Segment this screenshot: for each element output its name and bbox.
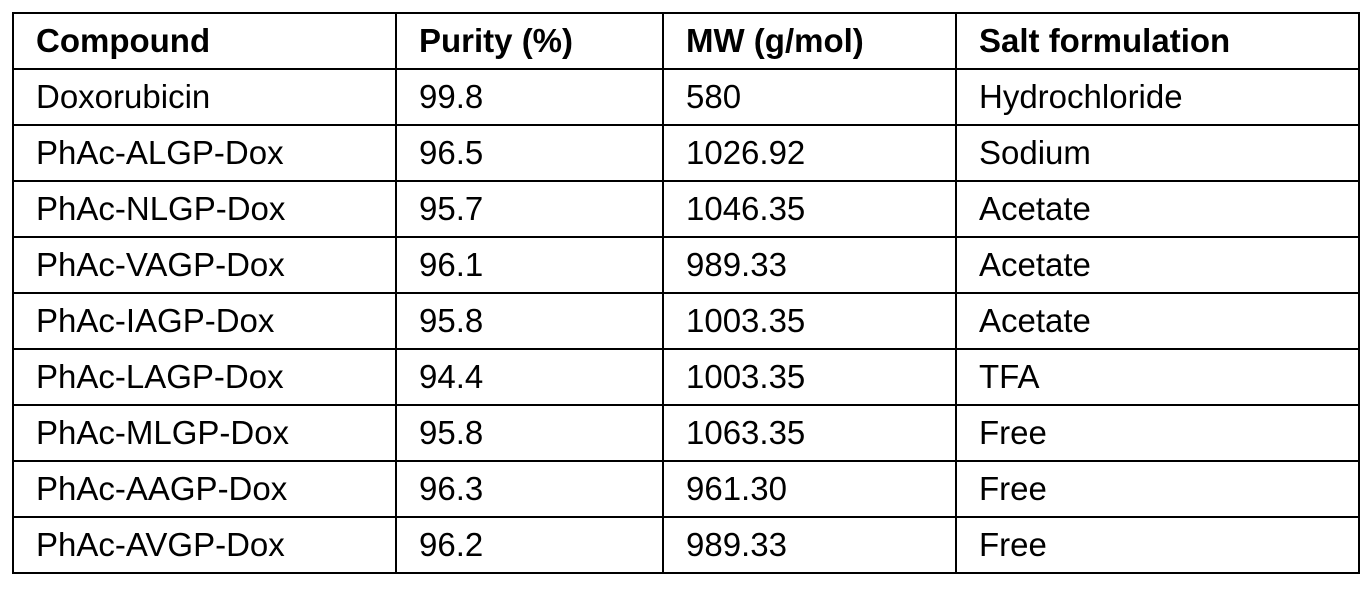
- table-cell: PhAc-VAGP-Dox: [13, 237, 396, 293]
- table-cell: Doxorubicin: [13, 69, 396, 125]
- table-row: PhAc-IAGP-Dox95.81003.35Acetate: [13, 293, 1359, 349]
- header-cell: Compound: [13, 13, 396, 69]
- table-cell: 1003.35: [663, 293, 956, 349]
- table-cell: PhAc-LAGP-Dox: [13, 349, 396, 405]
- table-cell: 94.4: [396, 349, 663, 405]
- table-cell: 580: [663, 69, 956, 125]
- table-cell: 961.30: [663, 461, 956, 517]
- table-row: PhAc-ALGP-Dox96.51026.92Sodium: [13, 125, 1359, 181]
- table-row: PhAc-AVGP-Dox96.2989.33Free: [13, 517, 1359, 573]
- table-cell: PhAc-IAGP-Dox: [13, 293, 396, 349]
- table-cell: 989.33: [663, 237, 956, 293]
- table-cell: PhAc-AAGP-Dox: [13, 461, 396, 517]
- table-row: Doxorubicin99.8580Hydrochloride: [13, 69, 1359, 125]
- table-cell: TFA: [956, 349, 1359, 405]
- table-cell: 95.8: [396, 293, 663, 349]
- table-row: PhAc-AAGP-Dox96.3961.30Free: [13, 461, 1359, 517]
- table-cell: 1026.92: [663, 125, 956, 181]
- table-cell: Free: [956, 517, 1359, 573]
- table-cell: 1003.35: [663, 349, 956, 405]
- table-row: PhAc-LAGP-Dox94.41003.35TFA: [13, 349, 1359, 405]
- table-cell: Free: [956, 405, 1359, 461]
- table-row: PhAc-MLGP-Dox95.81063.35Free: [13, 405, 1359, 461]
- data-table: CompoundPurity (%)MW (g/mol)Salt formula…: [12, 12, 1360, 574]
- table-cell: PhAc-MLGP-Dox: [13, 405, 396, 461]
- table-cell: Free: [956, 461, 1359, 517]
- table-cell: 99.8: [396, 69, 663, 125]
- table-cell: Acetate: [956, 293, 1359, 349]
- table-cell: 95.7: [396, 181, 663, 237]
- table-cell: Acetate: [956, 181, 1359, 237]
- table-row: PhAc-VAGP-Dox96.1989.33Acetate: [13, 237, 1359, 293]
- table-cell: 989.33: [663, 517, 956, 573]
- table-cell: 1046.35: [663, 181, 956, 237]
- table-cell: 96.3: [396, 461, 663, 517]
- table-cell: PhAc-AVGP-Dox: [13, 517, 396, 573]
- header-cell: MW (g/mol): [663, 13, 956, 69]
- table-cell: PhAc-NLGP-Dox: [13, 181, 396, 237]
- header-cell: Salt formulation: [956, 13, 1359, 69]
- table-body: Doxorubicin99.8580HydrochloridePhAc-ALGP…: [13, 69, 1359, 573]
- table-cell: PhAc-ALGP-Dox: [13, 125, 396, 181]
- table-cell: Acetate: [956, 237, 1359, 293]
- table-cell: 1063.35: [663, 405, 956, 461]
- header-row: CompoundPurity (%)MW (g/mol)Salt formula…: [13, 13, 1359, 69]
- header-cell: Purity (%): [396, 13, 663, 69]
- table-cell: 96.2: [396, 517, 663, 573]
- table-cell: Sodium: [956, 125, 1359, 181]
- table-cell: 95.8: [396, 405, 663, 461]
- table-cell: 96.1: [396, 237, 663, 293]
- table-cell: 96.5: [396, 125, 663, 181]
- table-cell: Hydrochloride: [956, 69, 1359, 125]
- table-row: PhAc-NLGP-Dox95.71046.35Acetate: [13, 181, 1359, 237]
